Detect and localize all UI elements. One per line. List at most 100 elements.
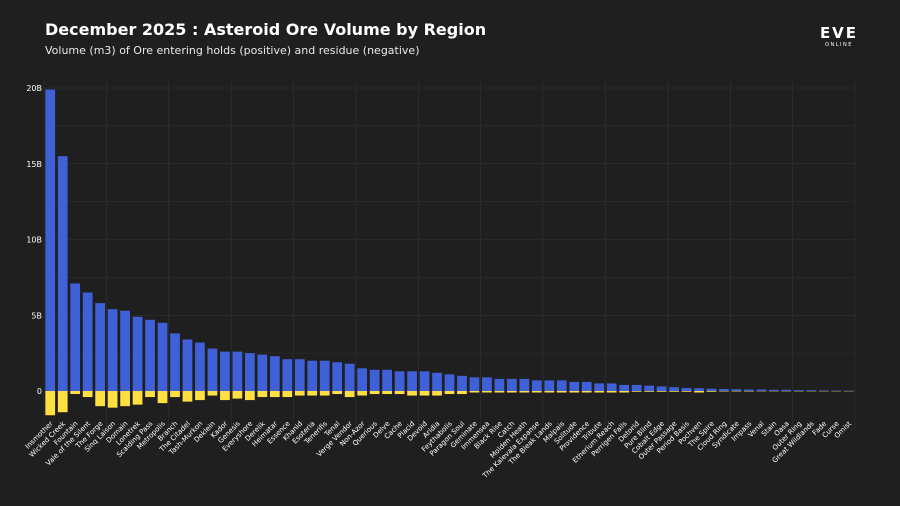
bar-positive: [282, 359, 293, 391]
bar-positive: [569, 381, 580, 391]
bar-positive: [57, 156, 68, 391]
bar-negative: [307, 391, 318, 396]
bar-positive: [382, 369, 392, 391]
bar-negative: [294, 391, 305, 396]
bar-positive: [531, 380, 542, 391]
bar-positive: [369, 369, 380, 391]
bar-positive: [756, 389, 767, 391]
bar-negative: [157, 391, 168, 404]
bar-negative: [581, 391, 592, 393]
bar-positive: [631, 384, 642, 391]
bar-positive: [731, 389, 742, 391]
bar-positive: [245, 353, 255, 391]
bar-positive: [556, 380, 567, 391]
bar-negative: [257, 391, 268, 398]
bar-negative: [606, 391, 617, 393]
bar-positive: [232, 351, 243, 391]
bar-negative: [369, 391, 380, 395]
bar-positive: [170, 333, 180, 391]
bar-positive: [419, 371, 430, 391]
bar-negative: [469, 391, 480, 393]
bar-positive: [407, 371, 417, 391]
bar-positive: [182, 339, 193, 391]
logo-wordmark: EVE: [820, 24, 858, 42]
bar-positive: [656, 386, 667, 391]
bar-positive: [519, 378, 530, 391]
bar-negative: [457, 391, 467, 395]
bar-negative: [145, 391, 155, 398]
bar-negative: [507, 391, 517, 393]
bar-positive: [544, 380, 555, 391]
bar-positive: [82, 292, 93, 391]
bar-negative: [319, 391, 330, 396]
bar-negative: [70, 391, 81, 395]
bar-positive: [581, 381, 592, 391]
bar-positive: [269, 356, 280, 391]
bar-positive: [332, 362, 343, 391]
eve-online-logo: EVE ONLINE: [820, 24, 858, 48]
y-axis: 0 5B 10B 15B 20B: [26, 84, 42, 396]
bar-negative: [182, 391, 193, 402]
bar-negative: [107, 391, 118, 408]
bar-negative: [432, 391, 442, 396]
bar-positive: [157, 322, 168, 391]
bar-positive: [744, 389, 754, 391]
bar-negative: [681, 391, 692, 392]
bar-negative: [220, 391, 230, 401]
bar-negative: [232, 391, 243, 399]
bar-negative: [120, 391, 130, 407]
bar-negative: [344, 391, 355, 398]
bar-positive: [457, 375, 467, 391]
bar-negative: [382, 391, 392, 395]
bars: [45, 89, 854, 416]
bar-positive: [444, 374, 455, 391]
bar-positive: [469, 377, 480, 391]
bar-negative: [195, 391, 205, 401]
bar-negative: [482, 391, 492, 393]
bar-negative: [419, 391, 430, 396]
bar-negative: [694, 391, 704, 393]
bar-negative: [332, 391, 343, 395]
bar-negative: [669, 391, 679, 392]
bar-positive: [394, 371, 405, 391]
bar-positive: [307, 360, 318, 391]
bar-negative: [45, 391, 56, 416]
chart-title: December 2025 : Asteroid Ore Volume by R…: [45, 20, 487, 39]
bar-positive: [120, 310, 130, 391]
bar-positive: [294, 359, 305, 391]
bar-negative: [357, 391, 368, 396]
bar-positive: [769, 389, 779, 391]
bar-positive: [619, 384, 630, 391]
bar-positive: [507, 378, 517, 391]
bar-positive: [220, 351, 230, 391]
bar-positive: [669, 387, 679, 391]
chart-subtitle: Volume (m3) of Ore entering holds (posit…: [45, 44, 420, 57]
bar-negative: [407, 391, 417, 396]
bar-negative: [569, 391, 580, 393]
bar-positive: [195, 342, 205, 391]
y-tick-label: 5B: [31, 311, 42, 320]
bar-positive: [432, 372, 442, 391]
bar-positive: [207, 348, 218, 391]
y-tick-label: 10B: [26, 236, 42, 245]
bar-negative: [269, 391, 280, 398]
bar-positive: [95, 303, 106, 391]
bar-positive: [145, 319, 155, 391]
bar-positive: [594, 383, 605, 391]
bar-negative: [207, 391, 218, 396]
bar-positive: [781, 389, 792, 391]
bar-negative: [644, 391, 654, 392]
bar-negative: [706, 391, 717, 392]
bar-negative: [556, 391, 567, 393]
bar-positive: [344, 363, 355, 391]
bar-positive: [494, 378, 505, 391]
bar-positive: [319, 360, 330, 391]
bar-positive: [644, 385, 654, 391]
bar-negative: [594, 391, 605, 393]
bar-negative: [656, 391, 667, 392]
bar-negative: [170, 391, 180, 398]
y-tick-label: 15B: [26, 160, 42, 169]
bar-negative: [531, 391, 542, 393]
